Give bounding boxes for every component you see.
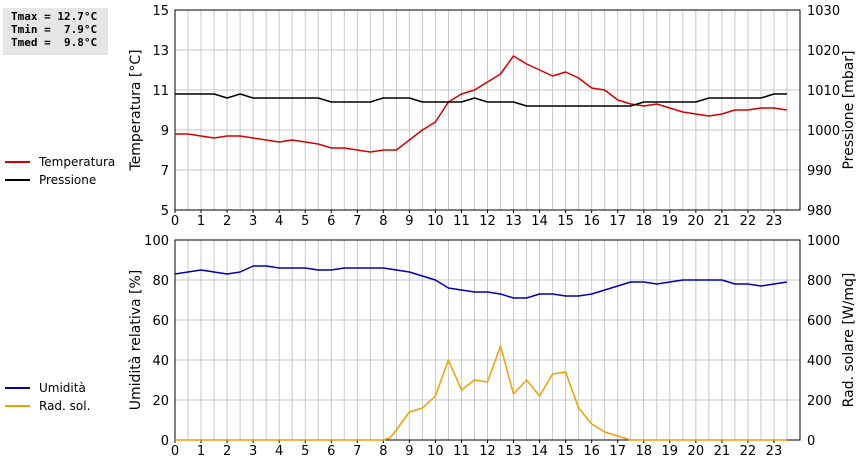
x-tick-label: 3 — [249, 214, 257, 229]
x-tick-label: 10 — [427, 214, 444, 229]
series-line-rad-sol — [175, 345, 787, 441]
y-right-tick-label: 980 — [807, 204, 832, 219]
y-right-tick-label: 800 — [807, 274, 832, 289]
x-tick-label: 23 — [766, 214, 783, 229]
x-tick-label: 19 — [662, 444, 679, 459]
y-left-tick-label: 60 — [152, 314, 169, 329]
y-left-tick-label: 5 — [161, 204, 169, 219]
x-tick-label: 19 — [662, 214, 679, 229]
series-line-umidit — [174, 265, 788, 299]
x-tick-label: 3 — [249, 444, 257, 459]
y-left-tick-label: 7 — [161, 164, 169, 179]
y-left-tick-label: 100 — [144, 234, 169, 249]
x-tick-label: 8 — [379, 444, 387, 459]
y-right-axis-title: Rad. solare [W/mq] — [841, 273, 857, 408]
x-tick-label: 5 — [301, 444, 309, 459]
y-left-tick-label: 15 — [152, 4, 169, 19]
y-right-tick-label: 400 — [807, 354, 832, 369]
x-tick-label: 12 — [479, 214, 496, 229]
y-left-axis-title: Temperatura [°C] — [128, 49, 144, 171]
tmin-text: Tmin = 7.9°C — [11, 23, 98, 36]
chart-umidita-radiazione: 0 1 2 3 4 5 6 7 8 9 10 11 12 13 14 15 16 17 18 19 20 21 22 2302… — [5, 234, 857, 459]
x-tick-label: 7 — [353, 214, 361, 229]
x-tick-label: 22 — [740, 444, 757, 459]
legend-label: Rad. sol. — [39, 399, 90, 413]
x-tick-label: 9 — [405, 444, 413, 459]
y-right-tick-label: 1030 — [807, 4, 840, 19]
y-left-tick-label: 13 — [152, 44, 169, 59]
x-tick-label: 11 — [453, 214, 470, 229]
x-tick-label: 8 — [379, 214, 387, 229]
x-tick-label: 15 — [557, 214, 574, 229]
tmax-text: Tmax = 12.7°C — [11, 10, 98, 23]
x-tick-label: 5 — [301, 214, 309, 229]
x-tick-label: 21 — [714, 444, 731, 459]
x-tick-label: 20 — [688, 214, 705, 229]
y-right-tick-label: 1010 — [807, 84, 840, 99]
x-tick-label: 14 — [531, 214, 548, 229]
x-tick-label: 13 — [505, 214, 522, 229]
y-left-tick-label: 40 — [152, 354, 169, 369]
x-tick-label: 16 — [583, 444, 600, 459]
x-tick-label: 9 — [405, 214, 413, 229]
legend-label: Temperatura — [38, 155, 115, 169]
x-tick-label: 6 — [327, 444, 335, 459]
x-tick-label: 0 — [171, 444, 179, 459]
y-right-tick-label: 600 — [807, 314, 832, 329]
legend-label: Pressione — [39, 173, 96, 187]
x-tick-label: 2 — [223, 214, 231, 229]
x-tick-label: 0 — [171, 214, 179, 229]
y-right-tick-label: 990 — [807, 164, 832, 179]
x-tick-label: 1 — [197, 444, 205, 459]
x-tick-label: 4 — [275, 214, 283, 229]
legend-label: Umidità — [39, 381, 86, 395]
tmed-text: Tmed = 9.8°C — [11, 36, 98, 49]
x-tick-label: 15 — [557, 444, 574, 459]
series-line-temperatura — [175, 55, 788, 153]
chart-temperatura-pressione: 0 1 2 3 4 5 6 7 8 9 10 11 12 13 14 15 16 17 18 19 20 21 22 2357… — [5, 4, 857, 229]
x-tick-label: 14 — [531, 444, 548, 459]
x-tick-label: 18 — [635, 444, 652, 459]
x-tick-label: 12 — [479, 444, 496, 459]
x-tick-label: 7 — [353, 444, 361, 459]
x-tick-label: 4 — [275, 444, 283, 459]
x-tick-label: 2 — [223, 444, 231, 459]
y-left-tick-label: 11 — [152, 84, 169, 99]
x-tick-label: 23 — [766, 444, 783, 459]
y-right-tick-label: 200 — [807, 394, 832, 409]
y-right-tick-label: 0 — [807, 434, 815, 449]
y-left-axis-title: Umidità relativa [%] — [128, 270, 144, 411]
x-tick-label: 11 — [453, 444, 470, 459]
x-tick-label: 20 — [688, 444, 705, 459]
x-tick-label: 16 — [583, 214, 600, 229]
y-left-tick-label: 9 — [161, 124, 169, 139]
x-tick-label: 17 — [609, 444, 626, 459]
x-tick-label: 10 — [427, 444, 444, 459]
y-right-tick-label: 1000 — [807, 234, 840, 249]
y-left-tick-label: 0 — [161, 434, 169, 449]
stats-box: Tmax = 12.7°C Tmin = 7.9°C Tmed = 9.8°C — [3, 8, 108, 55]
y-right-axis-title: Pressione [mbar] — [841, 50, 857, 169]
y-left-tick-label: 20 — [152, 394, 169, 409]
x-tick-label: 1 — [197, 214, 205, 229]
x-tick-label: 18 — [635, 214, 652, 229]
y-right-tick-label: 1020 — [807, 44, 840, 59]
y-left-tick-label: 80 — [152, 274, 169, 289]
x-tick-label: 17 — [609, 214, 626, 229]
x-tick-label: 21 — [714, 214, 731, 229]
x-tick-label: 6 — [327, 214, 335, 229]
x-tick-label: 13 — [505, 444, 522, 459]
x-tick-label: 22 — [740, 214, 757, 229]
y-right-tick-label: 1000 — [807, 124, 840, 139]
series-line-pressione — [175, 93, 787, 107]
